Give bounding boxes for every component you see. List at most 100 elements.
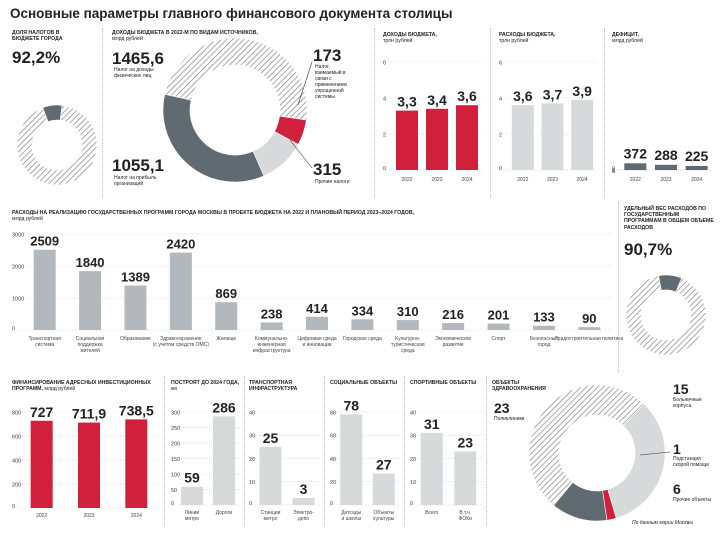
program-value: 238 [261, 306, 283, 321]
deficit-tick: 0 [612, 166, 615, 172]
income-value-0: 1465,6 [112, 49, 164, 68]
program-tick: 1000 [12, 296, 24, 302]
program-category: развитие [443, 342, 464, 348]
transport-tick: 30 [249, 434, 255, 440]
program-bar [169, 252, 192, 330]
program-category: Спорт [492, 336, 507, 342]
program-category: Цифровая среда [297, 336, 337, 342]
program-share-caption: Удельный вес расходов по государственным… [624, 206, 714, 231]
investment-bar [78, 422, 100, 508]
built-bar [213, 416, 235, 505]
income-caption: Доходы бюджета в 2022-м по видам источни… [112, 30, 258, 43]
program-bar [442, 323, 465, 330]
program-bar [33, 249, 56, 330]
sports-value: 23 [457, 435, 473, 451]
health-slice [553, 481, 608, 522]
expenses-category: 2024 [577, 177, 588, 183]
health-slice [528, 384, 645, 506]
built-tick: 250 [171, 426, 180, 432]
deficit-caption: Дефицит, млрд рублей [612, 32, 643, 45]
social-category: культуры [373, 516, 394, 522]
health-label-0: Поликлиники [494, 416, 525, 422]
sports-value: 31 [424, 416, 440, 432]
built-tick: 50 [171, 488, 177, 494]
expenses-tick: 0 [499, 166, 502, 172]
deficit-bar [624, 163, 647, 170]
program-share-slice [625, 275, 707, 356]
program-category: Коммунально- [255, 336, 289, 342]
deficit-category: 2024 [691, 177, 702, 183]
investment-tick: 200 [12, 482, 21, 488]
program-category: и инновации [302, 342, 331, 348]
built-bar [181, 486, 203, 505]
program-bar [532, 325, 555, 330]
divider [490, 28, 491, 198]
built-category: метро [185, 516, 199, 522]
sports-tick: 20 [410, 457, 416, 463]
investment-value: 727 [30, 404, 54, 420]
sports-tick: 10 [410, 480, 416, 486]
program-value: 216 [442, 307, 464, 322]
revenue-bar [426, 108, 448, 170]
transport-tick: 0 [249, 501, 252, 507]
program-category: Жилище [216, 336, 236, 342]
social-bar [372, 473, 395, 505]
investment-category: 2022 [36, 513, 47, 519]
income-value-1: 173 [313, 46, 342, 65]
program-value: 310 [397, 304, 419, 319]
program-category: Градостроительная политика [555, 336, 623, 342]
built-value: 59 [184, 470, 200, 486]
divider [244, 376, 245, 526]
program-category: туристическая [391, 342, 425, 348]
investment-bar [125, 419, 148, 508]
program-value: 90 [582, 311, 596, 326]
program-category: Безопасный [530, 335, 558, 342]
program-bar [487, 323, 510, 330]
program-value: 133 [533, 310, 555, 325]
revenue-tick: 0 [383, 166, 386, 172]
investment-bar [30, 420, 53, 508]
built-tick: 0 [171, 501, 174, 507]
program-tick: 0 [12, 326, 15, 332]
tax-share-slice [16, 104, 98, 186]
transport-category: депо [298, 516, 309, 522]
program-category: Культурно- [395, 336, 421, 342]
program-share-slice [658, 274, 682, 293]
sports-bar [420, 432, 443, 505]
deficit-value: 225 [685, 148, 709, 164]
deficit-value: 372 [624, 145, 648, 161]
divider [618, 202, 619, 372]
revenue-tick: 4 [383, 96, 386, 102]
built-tick: 100 [171, 472, 180, 478]
health-value-2: 1 [673, 441, 681, 457]
sports-tick: 0 [410, 501, 413, 507]
program-value: 201 [488, 308, 510, 323]
expenses-bar [511, 105, 534, 170]
program-value: 2509 [30, 234, 59, 249]
sports-category: В т.ч. [459, 510, 471, 516]
program-category: инфраструктура [253, 348, 291, 354]
transport-tick: 40 [249, 410, 255, 416]
social-tick: 40 [330, 457, 336, 463]
social-category: Детсады [341, 510, 361, 516]
built-tick: 150 [171, 457, 180, 463]
program-value: 869 [215, 286, 237, 301]
income-label-2: Прочие налоги [315, 179, 350, 185]
deficit-category: 2022 [630, 177, 641, 183]
income-value-2: 315 [313, 160, 342, 179]
program-value: 1389 [121, 270, 150, 285]
transport-caption: Транспортная инфраструктура [249, 380, 298, 393]
expenses-bar [571, 99, 594, 170]
income-slice [164, 37, 308, 121]
deficit-category: 2023 [660, 177, 671, 183]
transport-category: Станции [261, 510, 281, 516]
deficit-tick: 2 [612, 168, 615, 174]
income-slice [162, 93, 265, 183]
investment-tick: 0 [12, 504, 15, 510]
program-share-value: 90,7% [624, 240, 673, 259]
transport-tick: 20 [249, 457, 255, 463]
leader-line [639, 451, 671, 456]
transport-bar [292, 498, 315, 505]
divider [374, 28, 375, 198]
